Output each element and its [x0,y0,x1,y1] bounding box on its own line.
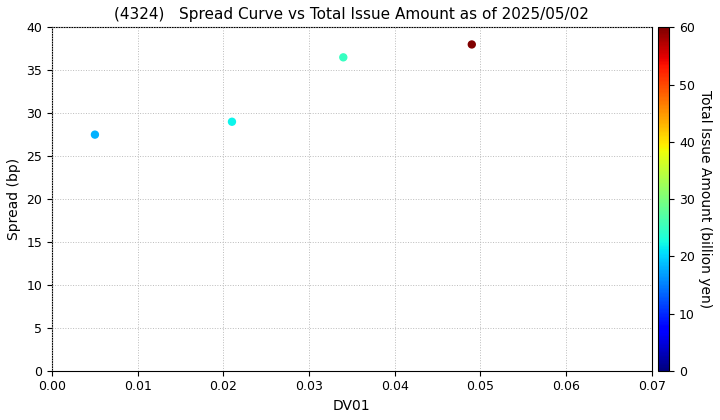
Y-axis label: Spread (bp): Spread (bp) [7,158,21,240]
Point [89,131,101,138]
Point [338,54,349,61]
Point [466,41,477,48]
Y-axis label: Total Issue Amount (billion yen): Total Issue Amount (billion yen) [698,90,712,308]
X-axis label: DV01: DV01 [333,399,371,413]
Title: (4324)   Spread Curve vs Total Issue Amount as of 2025/05/02: (4324) Spread Curve vs Total Issue Amoun… [114,7,589,22]
Point [226,118,238,125]
